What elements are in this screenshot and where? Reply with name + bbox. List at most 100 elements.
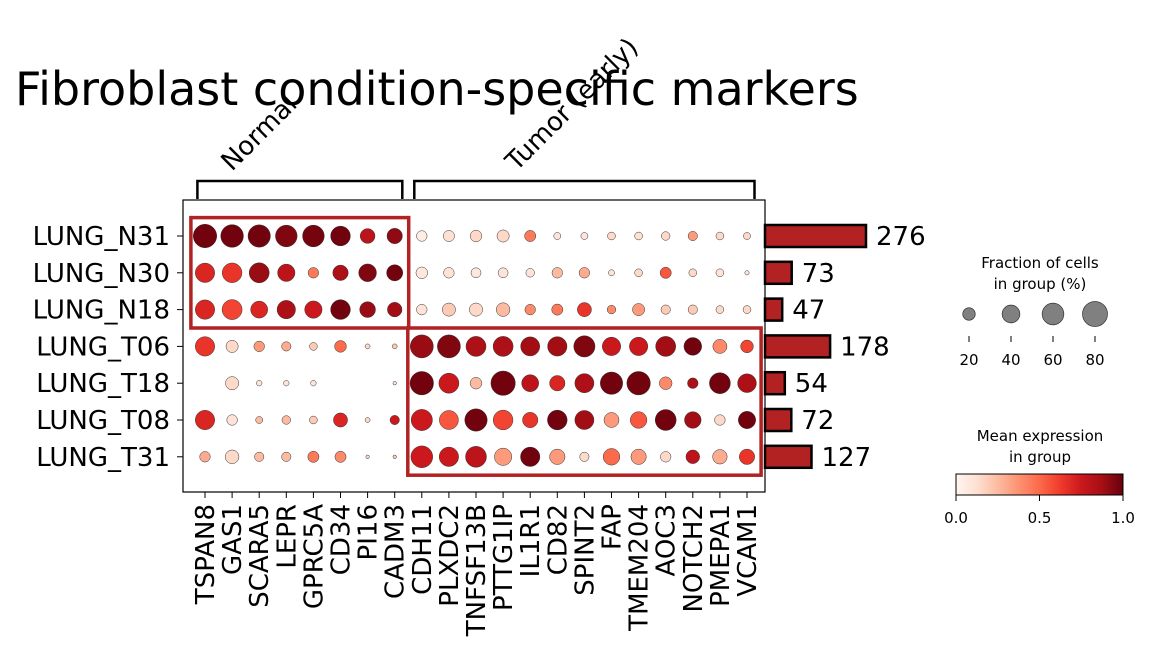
dot-lung-t06-fap [602,336,621,356]
dot-lung-n18-gprc5a [304,300,323,319]
gene-label-tnfsf13b: TNFSF13B [462,504,492,637]
dot-lung-n30-scara5 [248,262,270,284]
dot-lung-t06-scara5 [253,340,265,352]
dot-lung-n31-tmem204 [634,231,643,241]
dot-lung-t06-pmepa1 [712,339,728,354]
cell-count-label-lung-t06: 178 [840,332,890,362]
cell-count-label-lung-n18: 47 [792,296,825,326]
dot-lung-t18-pmepa1 [709,372,731,394]
dot-lung-n18-tmem204 [632,303,645,316]
dot-lung-n30-tnfsf13b [470,267,482,279]
gene-label-plxdc2: PLXDC2 [435,504,465,607]
dot-lung-t18-lepr [283,380,290,387]
size-legend-title-line1: Fraction of cells [981,254,1099,272]
dot-lung-n31-gprc5a [302,224,325,248]
cell-count-bar-lung-t08 [763,407,793,433]
dot-lung-t08-notch2 [684,411,702,429]
dot-lung-n18-cd82 [551,303,564,316]
dot-lung-t31-gas1 [225,449,240,464]
dot-lung-n30-gprc5a [307,267,319,279]
dot-lung-t06-tspan8 [195,336,215,357]
dot-lung-t08-tnfsf13b [464,408,488,432]
dot-lung-t06-notch2 [683,337,702,356]
dot-lung-t06-cd34 [334,340,347,353]
dot-lung-t18-il1r1 [521,374,539,392]
dot-lung-t18-cd82 [549,375,566,392]
dot-lung-n18-notch2 [687,304,698,315]
dot-lung-t18-gas1 [225,376,239,391]
dot-lung-n18-cd34 [330,299,351,320]
dot-lung-t06-plxdc2 [437,334,461,359]
gene-label-lepr: LEPR [272,504,302,569]
gene-label-pmepa1: PMEPA1 [706,504,736,607]
dot-lung-t06-tnfsf13b [465,336,487,357]
dot-lung-n31-tspan8 [193,224,217,248]
dot-lung-t08-cdh11 [410,409,433,431]
colorbar-label-0-0: 0.0 [944,509,968,527]
gene-labels: TSPAN8GAS1SCARA5LEPRGPRC5ACD34PI16CADM3C… [191,492,763,637]
dot-lung-t06-gas1 [225,340,239,353]
size-legend-label-80: 80 [1085,351,1104,369]
dot-lung-n31-spint2 [580,232,589,240]
dot-lung-n18-tspan8 [195,299,215,320]
cell-count-label-lung-t31: 127 [822,443,872,473]
dot-lung-t06-pttg1ip [492,336,514,357]
dot-lung-t08-il1r1 [522,412,539,428]
size-legend-dot-60 [1041,302,1065,326]
dot-lung-n18-cdh11 [416,304,428,316]
dot-lung-t18-cdh11 [409,371,434,396]
gene-label-aoc3: AOC3 [652,504,682,577]
gene-label-gas1: GAS1 [218,504,248,575]
dot-lung-t18-plxdc2 [438,372,460,394]
group-label-lung-n31: LUNG_N31 [33,222,170,252]
dot-lung-t31-pttg1ip [494,447,513,466]
dot-lung-n18-il1r1 [524,304,536,316]
dot-lung-t08-gas1 [226,414,238,426]
group-label-lung-t18: LUNG_T18 [36,369,170,399]
dot-lung-n18-tnfsf13b [469,302,483,317]
cell-count-bar-lung-t31 [763,444,813,470]
dot-lung-n18-pmepa1 [715,305,725,314]
cell-count-label-lung-n31: 276 [876,222,926,252]
dot-lung-n18-pttg1ip [496,302,511,317]
dot-lung-t18-vcam1 [737,373,757,393]
dot-lung-n30-notch2 [688,268,697,277]
dot-lung-n30-cd34 [332,264,349,281]
dot-lung-n30-spint2 [578,267,590,279]
gene-label-cd34: CD34 [327,504,357,575]
dot-lung-t08-cd34 [333,412,348,428]
gene-label-cdh11: CDH11 [408,504,438,595]
dot-lung-t08-tspan8 [195,410,215,430]
dot-lung-n30-pmepa1 [715,268,725,277]
dot-lung-n18-scara5 [250,300,268,319]
dot-lung-t08-pi16 [364,417,371,423]
gene-label-cadm3: CADM3 [381,504,411,599]
dot-lung-t18-notch2 [687,377,699,389]
dot-lung-t08-fap [603,412,620,428]
dot-lung-n18-vcam1 [742,305,752,314]
dot-lung-n30-fap [608,269,615,277]
dot-lung-t18-pttg1ip [490,370,516,396]
dot-lung-t18-spint2 [574,373,595,393]
highlight-boxes [189,215,763,477]
dot-lung-n31-vcam1 [743,232,751,240]
color-legend-title-line2: in group [1009,448,1071,466]
dot-lung-n18-cadm3 [387,302,403,318]
dot-lung-n31-cdh11 [416,230,428,242]
dot-lung-n31-aoc3 [661,231,671,241]
dot-lung-t06-vcam1 [740,339,754,354]
dot-lung-n30-tspan8 [195,262,215,283]
group-label-lung-n30: LUNG_N30 [33,259,170,289]
dot-lung-n18-pi16 [359,301,376,318]
dot-lung-t31-tmem204 [630,448,647,465]
dot-lung-n30-gas1 [222,262,243,283]
gene-label-pi16: PI16 [354,504,384,560]
dot-lung-t08-spint2 [574,410,595,430]
size-legend-title-line2: in group (%) [994,275,1087,293]
dot-lung-n31-pmepa1 [715,231,725,241]
size-legend-label-60: 60 [1043,351,1062,369]
dot-lung-n31-cd34 [330,225,351,247]
dot-lung-n18-spint2 [577,302,592,317]
dot-lung-t18-tmem204 [626,371,651,396]
dot-lung-t31-vcam1 [739,448,755,465]
